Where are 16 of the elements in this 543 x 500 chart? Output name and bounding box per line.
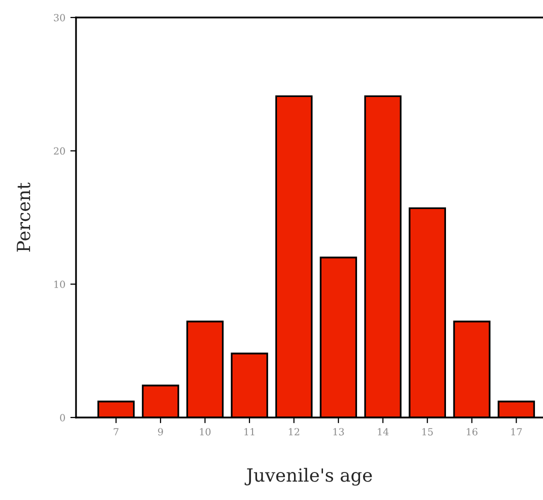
y-tick-label: 10 [54,280,65,288]
x-tick-label: 14 [378,428,389,436]
y-tick-label: 20 [54,147,65,155]
x-tick-label: 13 [333,428,344,436]
x-tick-label: 12 [288,428,300,436]
x-tick-label: 7 [114,428,118,436]
x-tick-label: 16 [466,428,478,436]
x-tick-label: 10 [200,428,211,436]
x-tick-label: 9 [158,428,163,436]
y-tick-label: 0 [60,414,65,422]
x-axis-title: Juvenile's age [244,468,372,486]
y-axis-title: Percent [16,182,30,252]
x-tick-label: 15 [422,428,433,436]
x-tick-label: 17 [511,428,522,436]
x-tick-label: 11 [244,428,254,436]
y-tick-label: 30 [54,14,65,22]
